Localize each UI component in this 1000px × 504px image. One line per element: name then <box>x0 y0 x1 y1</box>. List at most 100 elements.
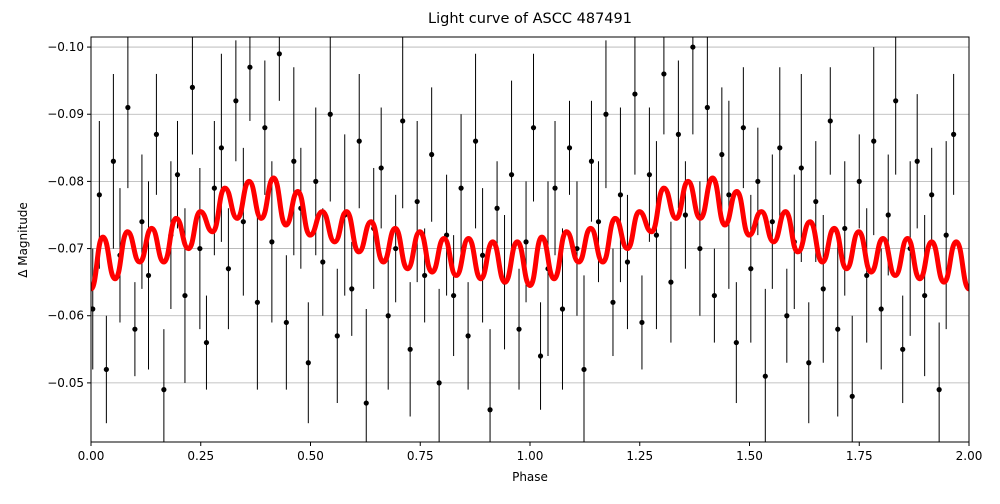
y-tick-label: −0.08 <box>47 174 84 188</box>
data-point <box>276 51 282 57</box>
data-point <box>755 178 761 185</box>
x-tick-label: 0.75 <box>407 449 434 463</box>
data-point <box>240 219 246 225</box>
data-point <box>436 380 442 386</box>
data-point <box>581 366 587 373</box>
data-point <box>218 145 224 151</box>
data-point <box>762 373 768 379</box>
data-point <box>305 360 311 366</box>
data-point <box>203 339 210 346</box>
x-tick-label: 0.25 <box>187 449 214 463</box>
data-point <box>363 400 369 406</box>
data-point <box>740 125 746 131</box>
data-point <box>182 292 188 299</box>
data-point <box>885 212 891 218</box>
data-point <box>400 118 406 124</box>
x-tick-label: 2.00 <box>956 449 983 463</box>
x-tick-label: 1.00 <box>517 449 544 463</box>
data-point <box>646 172 653 178</box>
data-point <box>508 172 515 178</box>
data-point <box>479 252 486 258</box>
data-point <box>254 299 260 305</box>
data-point <box>225 266 232 272</box>
data-point <box>327 111 333 117</box>
data-point <box>269 239 275 245</box>
data-point <box>726 192 732 198</box>
data-point <box>313 178 319 185</box>
data-point <box>856 178 862 185</box>
data-point <box>835 326 841 332</box>
data-point <box>827 118 833 124</box>
data-point <box>769 219 775 225</box>
data-point <box>610 299 616 305</box>
data-point <box>334 333 340 339</box>
data-point <box>878 306 884 312</box>
y-axis-label: Δ Magnitude <box>16 202 30 278</box>
data-point <box>566 145 573 151</box>
data-point <box>690 44 696 50</box>
data-point <box>465 333 471 339</box>
data-point <box>414 198 420 205</box>
model-curve <box>91 175 969 292</box>
y-tick-label: −0.07 <box>47 242 84 256</box>
data-point <box>733 339 739 346</box>
data-point <box>588 158 595 164</box>
data-point <box>233 98 239 104</box>
data-point <box>356 138 362 144</box>
data-point <box>603 111 609 117</box>
x-tick-label: 1.75 <box>846 449 873 463</box>
data-point <box>516 326 522 332</box>
data-point <box>871 138 877 144</box>
data-point <box>349 286 355 292</box>
data-point <box>110 158 116 164</box>
data-point <box>283 319 289 326</box>
x-tick-label: 0.50 <box>297 449 324 463</box>
data-point <box>458 185 464 191</box>
data-point <box>247 64 253 70</box>
y-tick-label: −0.06 <box>47 309 84 323</box>
data-point <box>929 192 935 198</box>
data-point <box>813 198 819 205</box>
data-point <box>378 165 384 171</box>
y-tick-label: −0.10 <box>47 40 84 54</box>
data-point <box>103 366 109 373</box>
data-point <box>530 125 537 131</box>
data-point <box>320 259 326 265</box>
data-point <box>451 292 457 299</box>
x-axis-label: Phase <box>512 470 548 484</box>
data-point <box>487 407 493 413</box>
data-point <box>552 185 558 191</box>
data-point <box>820 286 826 292</box>
data-point <box>632 91 638 97</box>
data-point <box>922 292 928 299</box>
data-point <box>132 326 138 332</box>
ticks: −0.10 −0.09 −0.08 −0.07 −0.06 −0.05 0.00 0.25 0.… <box>47 40 982 463</box>
data-point <box>704 104 710 111</box>
x-tick-label: 1.50 <box>736 449 763 463</box>
x-tick-label: 1.25 <box>626 449 653 463</box>
data-point <box>661 71 667 77</box>
data-point <box>682 212 689 218</box>
data-point <box>161 387 167 393</box>
data-point <box>668 279 674 285</box>
data-point <box>197 245 203 252</box>
data-point <box>624 259 631 265</box>
data-point <box>842 225 848 232</box>
data-point <box>943 232 949 238</box>
data-point <box>900 346 906 352</box>
data-point <box>798 165 804 171</box>
data-point <box>393 245 399 252</box>
data-point <box>125 104 131 111</box>
data-point <box>951 131 957 137</box>
data-point <box>936 387 942 393</box>
x-tick-label: 0.00 <box>78 449 105 463</box>
data-point <box>494 205 500 211</box>
data-point <box>914 158 920 164</box>
data-point <box>537 353 544 359</box>
data-point <box>153 131 160 137</box>
data-point <box>211 185 217 191</box>
data-point <box>595 219 602 225</box>
y-tick-label: −0.05 <box>47 376 84 390</box>
data-point <box>849 393 855 399</box>
